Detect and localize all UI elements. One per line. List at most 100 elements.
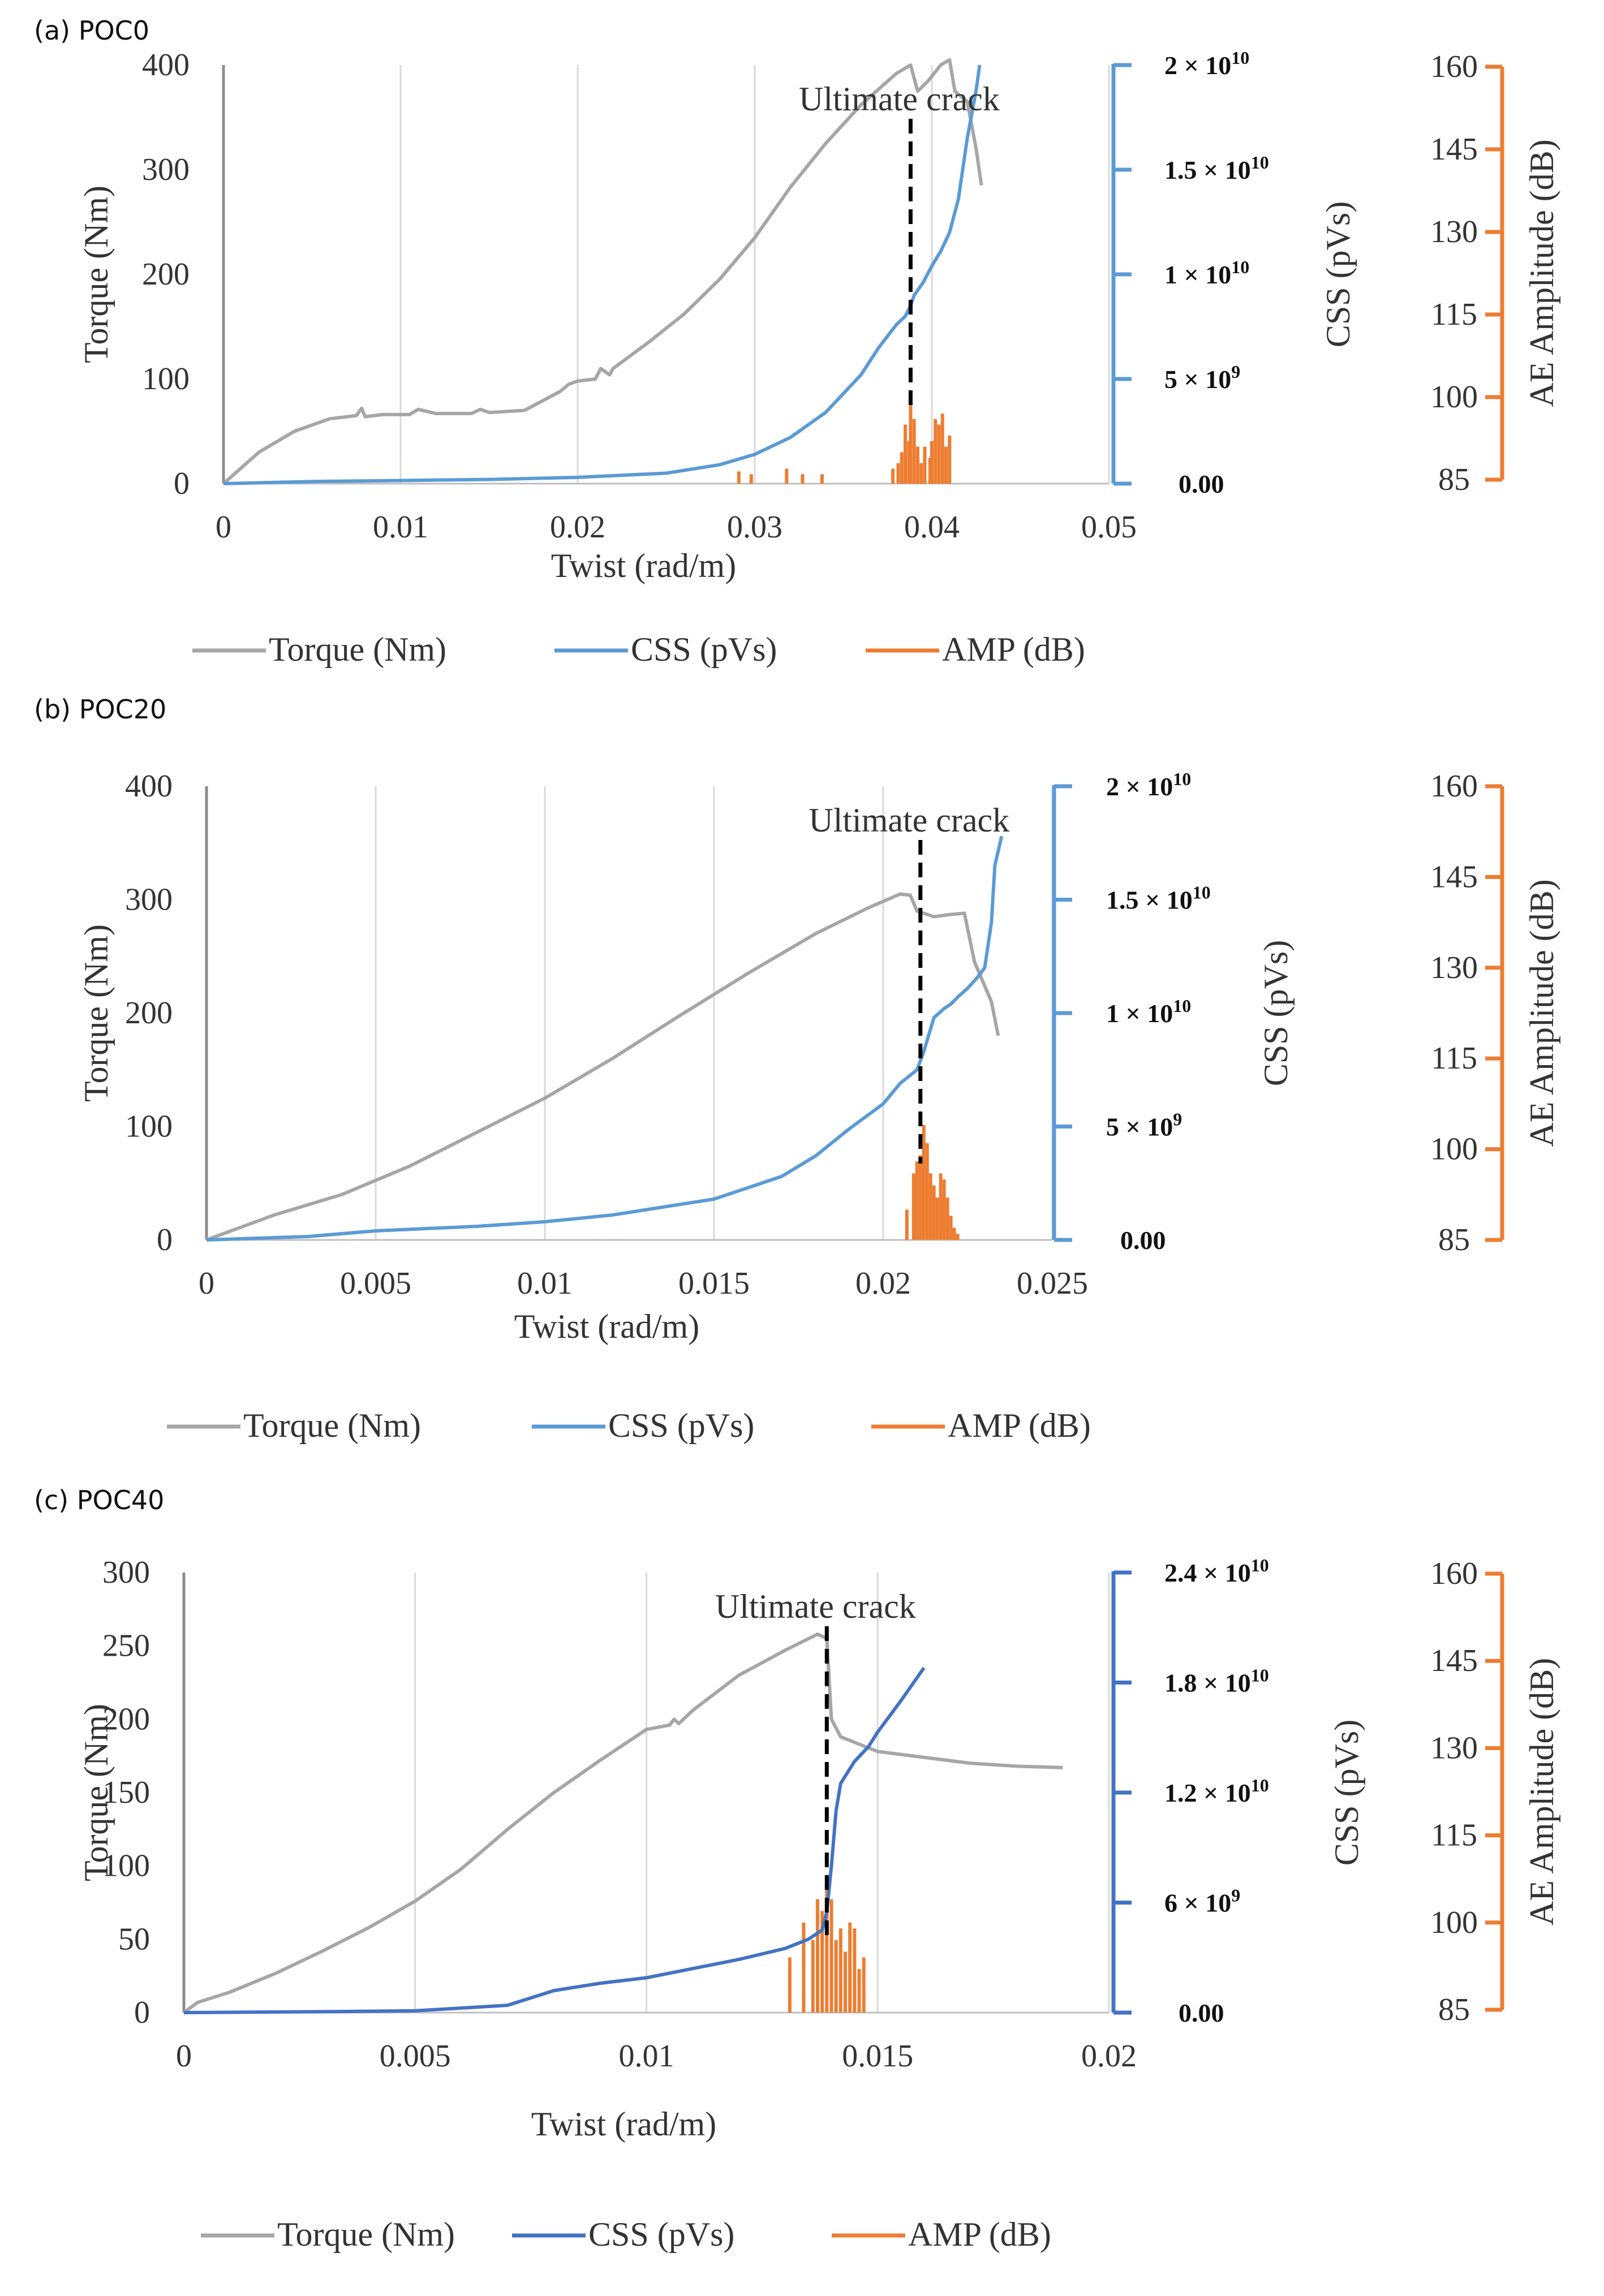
legend-label: Torque (Nm) [269, 631, 446, 668]
y-tick-label: 400 [142, 48, 190, 83]
ultimate-crack-label: Ultimate crack [715, 1588, 916, 1625]
css-tick-label: 5 × 109 [1164, 361, 1240, 394]
css-tick-label: 1.5 × 1010 [1106, 882, 1211, 915]
x-axis-title: Twist (rad/m) [551, 547, 736, 584]
amp-tick-label: 100 [1430, 1905, 1478, 1940]
legend-label: CSS (pVs) [631, 631, 777, 668]
css-tick-label: 5 × 109 [1106, 1109, 1182, 1141]
y-tick-label: 150 [102, 1775, 150, 1810]
css-tick-label: 2 × 1010 [1164, 48, 1249, 80]
y-tick-label: 300 [142, 152, 190, 187]
css-tick-label: 1 × 1010 [1164, 257, 1249, 289]
amp-tick-label: 100 [1430, 1132, 1478, 1167]
css-line [223, 64, 982, 485]
amp-axis-title: AE Amplitude (dB) [1523, 1658, 1560, 1925]
amp-axis-title: AE Amplitude (dB) [1523, 139, 1560, 407]
torque-line [222, 58, 983, 485]
amp-axis-title: AE Amplitude (dB) [1523, 879, 1560, 1147]
x-tick-label: 0.02 [550, 510, 605, 545]
amp-tick-label: 130 [1430, 1730, 1478, 1765]
css-tick-label: 2.4 × 1010 [1164, 1555, 1269, 1587]
css-tick-label: 0.00 [1179, 469, 1224, 498]
x-tick-label: 0.025 [1017, 1266, 1088, 1301]
y-tick-label: 400 [125, 769, 173, 804]
amp-tick-label: 85 [1438, 462, 1470, 497]
x-tick-label: 0.015 [842, 2039, 913, 2074]
amp-tick-label: 115 [1431, 297, 1477, 332]
x-tick-label: 0.04 [904, 510, 960, 545]
amp-tick-label: 85 [1438, 1222, 1470, 1257]
torque-line [205, 892, 1000, 1242]
x-tick-label: 0 [199, 1266, 214, 1301]
x-axis-title: Twist (rad/m) [514, 1308, 699, 1345]
css-tick-label: 6 × 109 [1164, 1885, 1240, 1918]
amp-tick-label: 160 [1430, 769, 1478, 804]
y-tick-label: 100 [142, 361, 190, 397]
y-tick-label: 200 [102, 1701, 150, 1737]
amp-tick-label: 130 [1430, 950, 1478, 985]
x-tick-label: 0.005 [380, 2039, 451, 2074]
x-tick-label: 0.03 [727, 510, 782, 545]
y-tick-label: 0 [134, 1995, 150, 2030]
css-tick-label: 1.2 × 1010 [1164, 1775, 1269, 1807]
css-line [183, 1666, 926, 2014]
css-line [206, 835, 1004, 1242]
y-tick-label: 50 [118, 1922, 150, 1957]
y-tick-label: 200 [142, 257, 190, 292]
chart-panel-1: (a) POC0 0 0.01 0.02 0.03 0.04 0.05 0 100 200 300 4… [34, 15, 1560, 668]
x-tick-label: 0.02 [1081, 2039, 1137, 2074]
panel-label: (a) POC0 [34, 15, 149, 46]
css-axis-title: CSS (pVs) [1319, 201, 1357, 347]
y-tick-label: 300 [125, 882, 173, 917]
x-tick-label: 0.01 [373, 510, 428, 545]
legend-label: CSS (pVs) [588, 2216, 734, 2253]
y-axis-title: Torque (Nm) [78, 924, 115, 1102]
panel-label: (b) POC20 [34, 694, 166, 725]
y-axis-title: Torque (Nm) [78, 1704, 115, 1881]
y-tick-label: 250 [102, 1629, 150, 1664]
legend-label: AMP (dB) [942, 631, 1085, 668]
y-tick-label: 200 [125, 996, 173, 1031]
css-tick-label: 1.5 × 1010 [1164, 152, 1269, 184]
y-axis-title: Torque (Nm) [78, 186, 115, 363]
x-tick-label: 0.05 [1081, 510, 1137, 545]
x-axis-title: Twist (rad/m) [531, 2105, 716, 2143]
x-tick-label: 0 [176, 2039, 192, 2074]
x-tick-label: 0 [216, 510, 231, 545]
css-tick-label: 1 × 1010 [1106, 996, 1191, 1028]
legend-label: AMP (dB) [908, 2216, 1051, 2253]
css-axis-title: CSS (pVs) [1257, 940, 1295, 1086]
css-axis-title: CSS (pVs) [1328, 1720, 1365, 1866]
x-tick-label: 0.01 [517, 1266, 573, 1301]
panel-label: (c) POC40 [34, 1485, 164, 1515]
amp-tick-label: 115 [1431, 1041, 1477, 1076]
amp-tick-label: 115 [1431, 1818, 1477, 1853]
x-tick-label: 0.02 [855, 1266, 911, 1301]
y-tick-label: 100 [125, 1109, 173, 1144]
torque-line [183, 1632, 1063, 2014]
y-tick-label: 300 [102, 1555, 150, 1590]
css-tick-label: 1.8 × 1010 [1164, 1665, 1269, 1698]
amp-tick-label: 85 [1438, 1992, 1470, 2027]
amp-tick-label: 145 [1430, 132, 1478, 167]
chart-panel-3: (c) POC40 0 0.005 0.01 0.015 0.02 0 50 100 150 200… [34, 1485, 1560, 2253]
legend-label: AMP (dB) [948, 1407, 1091, 1444]
legend-label: Torque (Nm) [243, 1407, 421, 1444]
css-tick-label: 0.00 [1120, 1226, 1166, 1255]
y-tick-label: 0 [174, 466, 190, 501]
y-tick-label: 100 [102, 1849, 150, 1884]
x-tick-label: 0.01 [619, 2039, 674, 2074]
legend-label: CSS (pVs) [608, 1407, 754, 1444]
x-tick-label: 0.015 [678, 1266, 750, 1301]
amp-tick-label: 160 [1430, 1556, 1478, 1591]
ultimate-crack-label: Ultimate crack [799, 80, 1000, 118]
legend-label: Torque (Nm) [277, 2216, 455, 2253]
amp-tick-label: 160 [1430, 49, 1478, 84]
css-tick-label: 2 × 1010 [1106, 769, 1191, 801]
x-tick-label: 0.005 [340, 1266, 411, 1301]
ultimate-crack-label: Ultimate crack [809, 802, 1009, 839]
amp-tick-label: 145 [1430, 1643, 1478, 1678]
css-tick-label: 0.00 [1179, 1998, 1224, 2027]
chart-panel-2: (b) POC20 0 0.005 0.01 0.015 0.02 0.025 0 100 200… [34, 694, 1560, 1444]
